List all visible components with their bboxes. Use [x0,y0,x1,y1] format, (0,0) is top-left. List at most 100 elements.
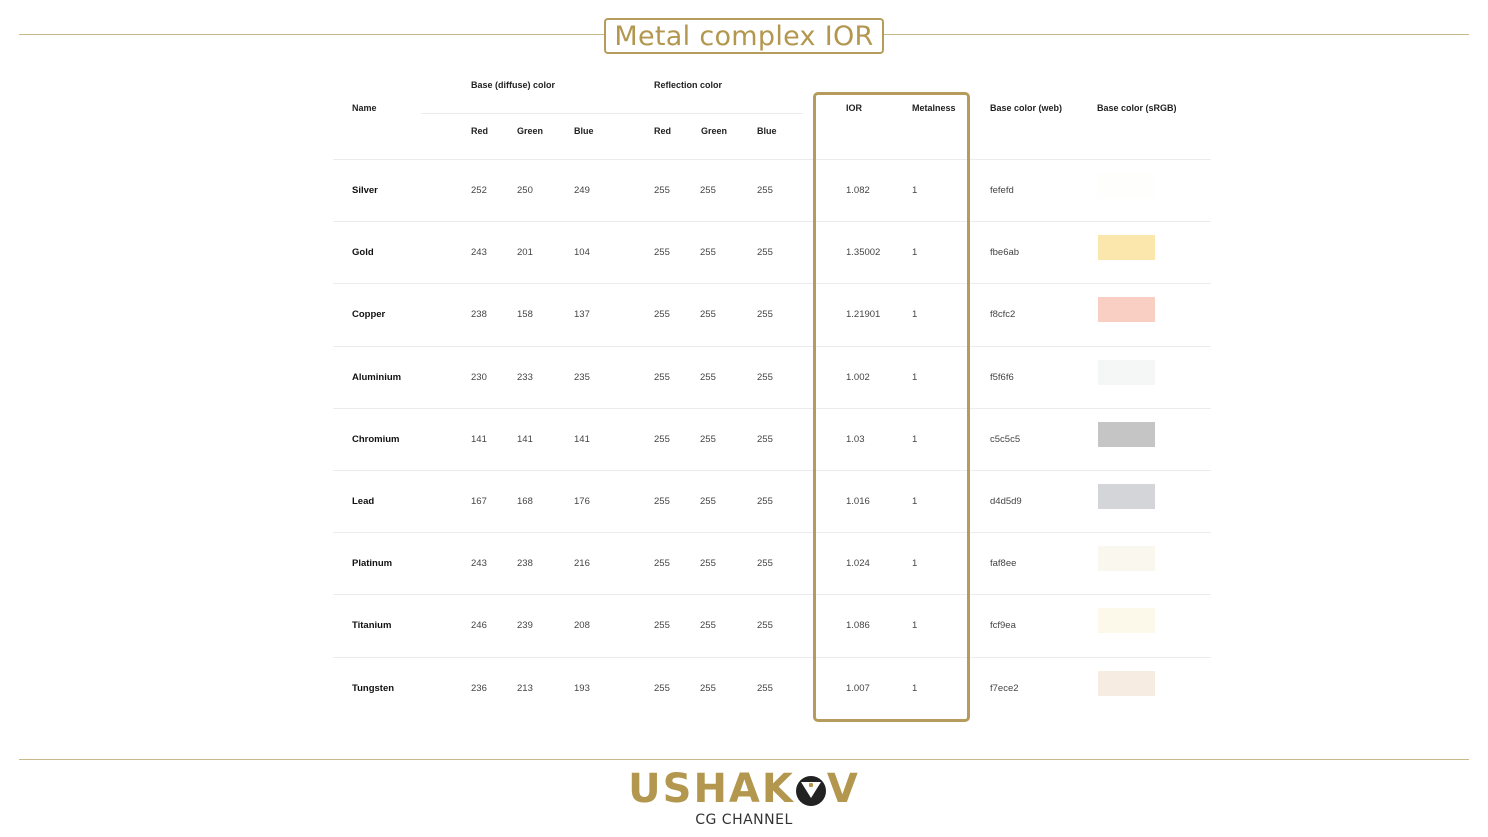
cell-base-green: 213 [517,682,533,694]
cell-refl-red: 255 [654,682,670,694]
header-base-group: Base (diffuse) color [471,80,556,90]
cell-ior: 1.007 [846,682,870,694]
cell-refl-red: 255 [654,433,670,445]
header-base-srgb: Base color (sRGB) [1097,103,1177,113]
cell-refl-green: 255 [700,682,716,694]
cell-name: Lead [352,496,375,507]
header-metalness: Metalness [912,103,956,113]
cell-base-blue: 216 [574,558,590,570]
header-base-blue: Blue [574,126,594,136]
cell-name: Aluminium [352,371,402,383]
table-row: Tungsten 236 213 193 255 255 255 1.007 1 f7ece2 [333,656,1211,720]
cell-refl-red: 255 [654,620,670,632]
color-swatch [1098,297,1155,323]
cell-name: Titanium [352,620,392,632]
cell-base-green: 158 [517,309,533,321]
cell-name: Silver [352,185,378,196]
logo-text-left: USHAK [628,766,795,812]
cell-ior: 1.002 [846,371,870,383]
cell-base-blue: 208 [574,620,590,632]
cell-name: Copper [352,309,386,321]
cell-base-blue: 141 [574,433,590,445]
table-row: Lead 167 168 176 255 255 255 1.016 1 d4d5d9 [333,470,1211,533]
cell-refl-red: 255 [654,247,670,259]
cell-base-web: f7ece2 [990,682,1019,694]
cell-refl-green: 255 [700,309,716,321]
cell-base-red: 236 [471,682,487,694]
cell-base-web: fcf9ea [990,620,1016,632]
header-base-red: Red [471,126,489,136]
cell-metalness: 1 [912,620,918,632]
cell-base-web: faf8ee [990,558,1017,570]
cell-base-blue: 176 [574,496,590,507]
cell-ior: 1.35002 [846,247,881,259]
color-swatch [1098,359,1155,385]
cell-base-green: 250 [517,185,533,196]
cell-base-blue: 104 [574,247,590,259]
cell-refl-blue: 255 [757,185,773,196]
cell-refl-green: 255 [700,185,716,196]
color-swatch [1098,173,1155,198]
cell-name: Chromium [352,433,400,445]
header-base-web: Base color (web) [990,103,1063,113]
cell-base-web: fefefd [990,185,1014,196]
color-swatch [1098,670,1155,696]
logo-text-right: V [826,766,860,812]
cell-base-web: f8cfc2 [990,309,1016,321]
header-refl-green: Green [701,126,728,136]
cell-ior: 1.024 [846,558,870,570]
cell-base-green: 233 [517,371,533,383]
cell-refl-blue: 255 [757,682,773,694]
table-row: Titanium 246 239 208 255 255 255 1.086 1 fcf9ea [333,594,1211,657]
table-row: Copper 238 158 137 255 255 255 1.21901 1 f8cfc2 [333,283,1211,346]
cell-base-blue: 249 [574,185,590,196]
cell-metalness: 1 [912,309,918,321]
cell-base-red: 252 [471,185,487,196]
cell-base-red: 167 [471,496,487,507]
cell-base-red: 141 [471,433,487,445]
logo-subtitle: CG CHANNEL [695,812,793,828]
cell-refl-red: 255 [654,496,670,507]
cell-base-red: 230 [471,371,487,383]
cell-ior: 1.21901 [846,309,881,321]
cell-metalness: 1 [912,247,918,259]
color-swatch [1098,546,1155,572]
color-swatch [1098,421,1155,447]
color-swatch [1098,235,1155,261]
cell-metalness: 1 [912,185,918,196]
cell-metalness: 1 [912,682,918,694]
cell-base-red: 238 [471,309,487,321]
cell-refl-blue: 255 [757,371,773,383]
cell-base-web: c5c5c5 [990,433,1021,445]
cell-metalness: 1 [912,371,918,383]
cell-base-red: 243 [471,558,487,570]
cell-refl-red: 255 [654,371,670,383]
header-refl-red: Red [654,126,672,136]
cell-base-blue: 137 [574,309,590,321]
table-row: Aluminium 230 233 235 255 255 255 1.002 1 f5f6f6 [333,345,1211,409]
cell-base-web: d4d5d9 [990,496,1022,507]
cell-metalness: 1 [912,496,918,507]
cell-base-green: 141 [517,433,533,445]
logo-wordmark: USHAK V [0,766,1488,812]
color-swatch [1098,484,1155,509]
cell-base-blue: 235 [574,371,590,383]
table-row: Gold 243 201 104 255 255 255 1.35002 1 fbe6ab [333,221,1211,284]
cell-refl-green: 255 [700,496,716,507]
bowtie-icon [795,776,826,806]
header-name: Name [352,103,377,113]
table-row: Chromium 141 141 141 255 255 255 1.03 1 c5c5c5 [333,407,1211,471]
cell-refl-blue: 255 [757,496,773,507]
cell-refl-red: 255 [654,309,670,321]
cell-ior: 1.016 [846,496,870,507]
color-swatch [1098,608,1155,634]
cell-base-green: 238 [517,558,533,570]
table-row: Platinum 243 238 216 255 255 255 1.024 1 faf8ee [333,532,1211,595]
cell-base-web: fbe6ab [990,247,1020,259]
cell-refl-blue: 255 [757,558,773,570]
cell-name: Gold [352,247,374,259]
group-underline [421,113,803,114]
header-reflection-group: Reflection color [654,80,723,90]
cell-refl-blue: 255 [757,433,773,445]
cell-refl-green: 255 [700,371,716,383]
